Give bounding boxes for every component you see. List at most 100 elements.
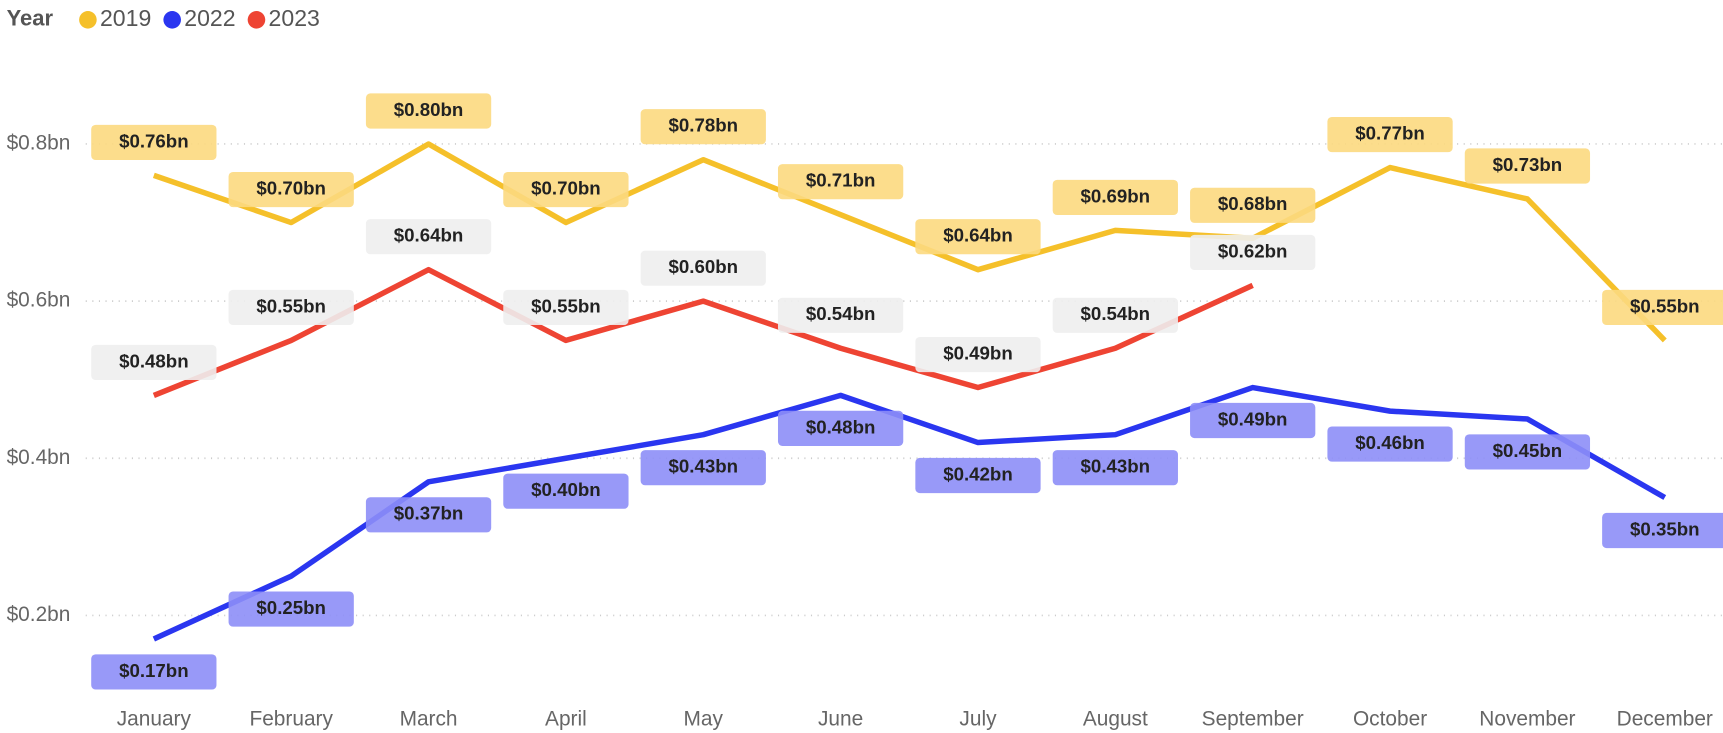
legend-title: Year bbox=[7, 6, 54, 31]
data-label-text: $0.80bn bbox=[394, 99, 464, 120]
data-label: $0.71bn bbox=[777, 164, 904, 200]
data-label-box bbox=[91, 344, 217, 381]
data-label-text: $0.60bn bbox=[668, 256, 738, 277]
x-tick-label: August bbox=[1083, 707, 1148, 730]
data-label: $0.64bn bbox=[365, 219, 492, 255]
data-label-box bbox=[228, 591, 354, 627]
data-label: $0.70bn bbox=[228, 172, 354, 208]
data-label-box bbox=[503, 172, 629, 208]
data-label-box bbox=[915, 336, 1041, 373]
x-tick-label: February bbox=[249, 707, 333, 730]
data-label-box bbox=[503, 473, 629, 509]
x-tick-label: November bbox=[1479, 707, 1575, 730]
data-label-text: $0.54bn bbox=[1081, 303, 1151, 324]
data-label-text: $0.48bn bbox=[806, 416, 876, 437]
data-label-box bbox=[1602, 512, 1723, 549]
data-label: $0.40bn bbox=[503, 473, 629, 509]
data-label: $0.69bn bbox=[1052, 179, 1178, 216]
data-label-text: $0.45bn bbox=[1493, 440, 1563, 461]
y-tick-label: $0.4bn bbox=[7, 446, 71, 469]
data-label-text: $0.43bn bbox=[668, 456, 738, 477]
data-label-box bbox=[1464, 434, 1591, 470]
x-tick-label: December bbox=[1617, 707, 1713, 730]
y-tick-label: $0.6bn bbox=[7, 289, 71, 312]
data-label-box bbox=[640, 250, 766, 286]
data-label: $0.76bn bbox=[91, 124, 217, 161]
data-label-box bbox=[777, 164, 904, 200]
data-label: $0.46bn bbox=[1327, 426, 1453, 462]
data-label-text: $0.25bn bbox=[256, 597, 326, 618]
y-tick-label: $0.2bn bbox=[7, 603, 71, 626]
x-tick-label: March bbox=[400, 707, 458, 730]
legend-marker bbox=[247, 11, 266, 29]
legend-label: 2019 bbox=[100, 5, 151, 31]
data-label-text: $0.55bn bbox=[531, 295, 601, 316]
data-label-text: $0.40bn bbox=[531, 479, 601, 500]
data-label-text: $0.78bn bbox=[668, 115, 738, 136]
legend-marker bbox=[79, 11, 97, 29]
data-label-text: $0.70bn bbox=[531, 178, 601, 199]
data-label-text: $0.62bn bbox=[1218, 240, 1288, 261]
data-label-box bbox=[91, 654, 217, 690]
data-label: $0.17bn bbox=[91, 654, 217, 690]
data-label-text: $0.70bn bbox=[256, 178, 326, 199]
data-label-box bbox=[777, 410, 904, 446]
data-label: $0.45bn bbox=[1464, 434, 1591, 470]
data-label: $0.73bn bbox=[1464, 148, 1591, 184]
data-label-text: $0.64bn bbox=[943, 225, 1013, 246]
data-label-box bbox=[1464, 148, 1591, 184]
data-label: $0.77bn bbox=[1327, 117, 1453, 153]
data-label-box bbox=[1602, 289, 1723, 326]
x-tick-label: September bbox=[1202, 707, 1304, 730]
data-label: $0.43bn bbox=[1052, 450, 1178, 486]
data-label: $0.68bn bbox=[1190, 187, 1316, 223]
data-label: $0.42bn bbox=[915, 457, 1041, 494]
data-label: $0.78bn bbox=[640, 109, 766, 145]
data-label-box bbox=[1327, 117, 1453, 153]
data-label-text: $0.55bn bbox=[1630, 295, 1700, 316]
data-label-box bbox=[228, 289, 354, 326]
data-label-text: $0.54bn bbox=[806, 303, 876, 324]
data-label-box bbox=[228, 172, 354, 208]
data-label-text: $0.77bn bbox=[1355, 123, 1425, 144]
data-label: $0.54bn bbox=[777, 297, 904, 333]
data-label: $0.49bn bbox=[915, 336, 1041, 373]
data-label: $0.60bn bbox=[640, 250, 766, 286]
data-label: $0.25bn bbox=[228, 591, 354, 627]
data-label: $0.64bn bbox=[915, 219, 1041, 255]
data-label: $0.70bn bbox=[503, 172, 629, 208]
x-tick-label: June bbox=[818, 707, 863, 730]
data-label-text: $0.64bn bbox=[394, 225, 464, 246]
data-label-text: $0.49bn bbox=[943, 343, 1013, 364]
data-label-box bbox=[365, 93, 492, 129]
series-line bbox=[152, 141, 1667, 343]
data-label-text: $0.17bn bbox=[119, 660, 189, 681]
data-label-text: $0.48bn bbox=[119, 350, 189, 371]
data-label-text: $0.69bn bbox=[1081, 185, 1151, 206]
data-label-box bbox=[503, 289, 629, 326]
data-label-box bbox=[777, 297, 904, 333]
data-label: $0.80bn bbox=[365, 93, 492, 129]
data-label-box bbox=[1052, 297, 1178, 333]
data-label-text: $0.49bn bbox=[1218, 408, 1288, 429]
legend-marker bbox=[163, 11, 181, 29]
data-label-text: $0.43bn bbox=[1081, 456, 1151, 477]
legend-label: 2023 bbox=[269, 5, 320, 31]
y-tick-label: $0.8bn bbox=[7, 131, 71, 154]
data-label-box bbox=[1327, 426, 1453, 462]
data-label: $0.49bn bbox=[1190, 402, 1316, 439]
data-label: $0.43bn bbox=[640, 450, 766, 486]
data-label: $0.37bn bbox=[365, 497, 492, 533]
data-label: $0.48bn bbox=[777, 410, 904, 446]
x-tick-label: April bbox=[545, 707, 587, 730]
data-label: $0.55bn bbox=[228, 289, 354, 326]
legend-label: 2022 bbox=[184, 5, 235, 31]
data-label-text: $0.71bn bbox=[806, 170, 876, 191]
x-tick-label: January bbox=[117, 707, 192, 730]
data-label: $0.62bn bbox=[1190, 234, 1316, 271]
data-label-box bbox=[1190, 187, 1316, 223]
data-label-text: $0.42bn bbox=[943, 463, 1013, 484]
data-label-box bbox=[915, 457, 1041, 494]
data-label-box bbox=[365, 219, 492, 255]
